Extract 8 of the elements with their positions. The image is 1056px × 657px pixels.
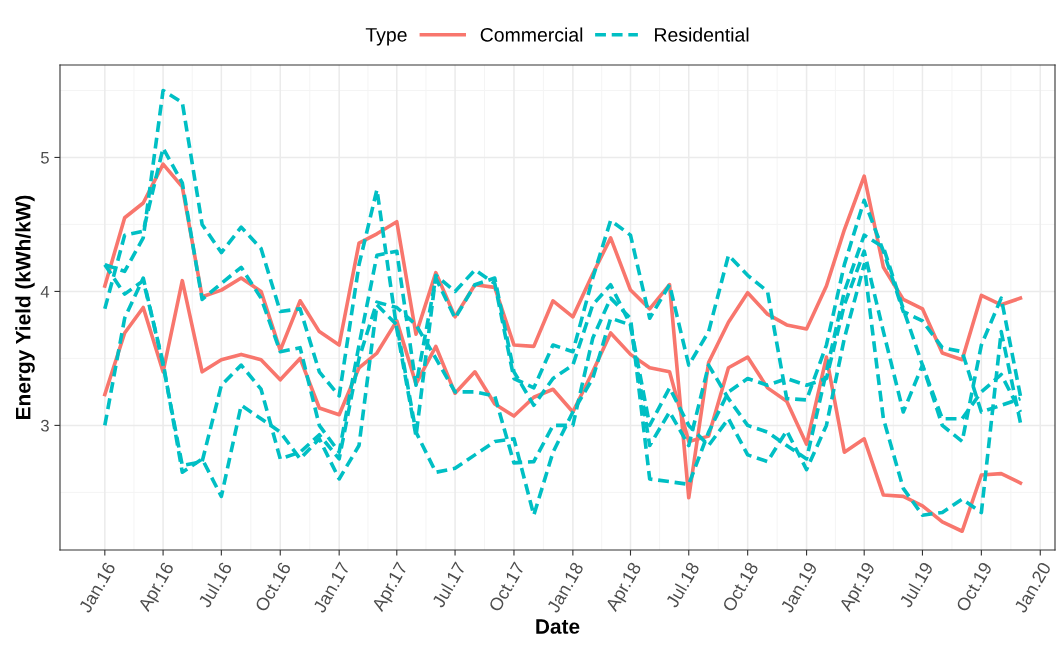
y-tick-label: 3 xyxy=(40,419,49,432)
legend-label: Commercial xyxy=(480,27,583,42)
legend-label: Residential xyxy=(655,27,749,42)
y-axis-title: Energy Yield (kWh/kW) xyxy=(15,195,35,419)
y-tick-label: 4 xyxy=(40,286,50,298)
x-axis-title: Date xyxy=(536,619,580,634)
legend-title: Type xyxy=(365,28,407,46)
y-tick-label: 5 xyxy=(40,152,49,164)
